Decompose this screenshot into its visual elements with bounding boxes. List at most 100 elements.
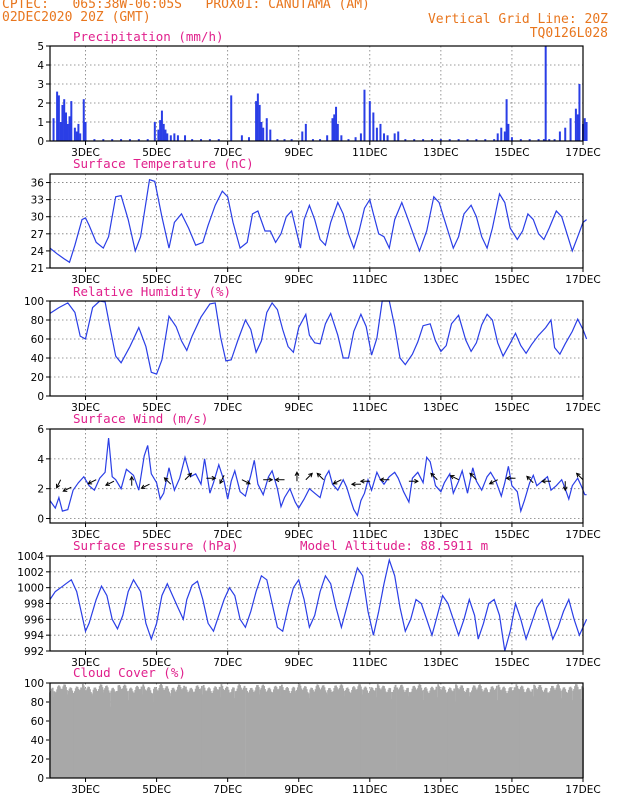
pressure-xtick-label: 5DEC <box>142 657 171 669</box>
precip-bar <box>240 135 243 141</box>
wind-vector <box>56 479 62 489</box>
wind-vector <box>141 483 150 489</box>
precip-bar <box>578 84 581 141</box>
cloud-xtick-label: 17DEC <box>565 784 600 796</box>
rh-ytick-label: 80 <box>31 315 44 327</box>
rh-ytick-label: 0 <box>37 391 44 403</box>
precip-bar <box>169 135 172 141</box>
precip-bar <box>52 118 55 141</box>
precip-bar <box>347 139 350 141</box>
wind-vector <box>526 475 534 484</box>
cloud-xtick-label: 11DEC <box>352 784 387 796</box>
precip-bar <box>383 133 386 141</box>
wind-vector <box>164 477 172 485</box>
wind-vector <box>105 480 115 486</box>
wind-vector-head <box>449 475 455 480</box>
precip-bar <box>57 95 60 141</box>
precip-bar <box>66 123 69 141</box>
precip-bar <box>505 99 508 141</box>
precip-bar <box>160 110 163 141</box>
wind-xtick-label: 5DEC <box>142 529 171 541</box>
wind-vector <box>305 473 313 481</box>
precip-bar <box>519 139 522 141</box>
pressure-ytick-label: 1004 <box>17 551 44 563</box>
rh-xtick-label: 3DEC <box>71 402 100 414</box>
header-line2-right: Vertical Grid Line: 20Z <box>427 12 608 27</box>
pressure-xtick-label: 15DEC <box>494 657 529 669</box>
precip-bar <box>77 123 80 141</box>
precip-bar <box>375 127 378 141</box>
wind-vector <box>576 473 584 481</box>
precip-bar <box>79 133 82 141</box>
pressure-ytick-label: 994 <box>24 630 44 642</box>
wind-vector-head <box>104 481 110 486</box>
precip-bar <box>200 139 203 141</box>
wind-xtick-label: 7DEC <box>213 529 242 541</box>
precip-bar <box>128 139 131 141</box>
temp-ytick-label: 36 <box>31 178 45 190</box>
precip-bar <box>510 137 513 141</box>
precip-ytick-label: 2 <box>37 98 44 110</box>
temp-ytick-label: 30 <box>31 212 44 224</box>
wind-vector-head <box>87 480 93 485</box>
wind-vector <box>87 479 97 485</box>
temp-ytick-label: 33 <box>31 195 44 207</box>
precip-bar <box>457 139 460 141</box>
precip-bar <box>336 123 339 141</box>
wind-xtick-label: 11DEC <box>352 529 387 541</box>
precip-bar <box>164 129 167 141</box>
precip-bar <box>256 93 259 141</box>
precip-bar <box>82 99 85 141</box>
precip-bar <box>269 129 272 141</box>
precip-bar <box>576 114 579 141</box>
precip-bar <box>184 135 187 141</box>
precip-bar <box>331 118 334 141</box>
precip-bar <box>466 139 469 141</box>
precip-bar <box>137 139 140 141</box>
precip-bar <box>503 131 506 141</box>
precip-xtick-label: 11DEC <box>352 147 387 159</box>
wind-vector <box>219 475 225 484</box>
rh-xtick-label: 15DEC <box>494 402 529 414</box>
precip-bar <box>311 139 314 141</box>
wind-vector <box>430 473 438 481</box>
precip-bar <box>176 135 179 141</box>
precip-bar <box>230 95 233 141</box>
precip-bar <box>173 133 176 141</box>
temp-xtick-label: 13DEC <box>423 274 458 286</box>
wind-xtick-label: 9DEC <box>284 529 313 541</box>
wind-vector-head <box>55 483 61 489</box>
precip-bar <box>340 135 343 141</box>
cloud-xtick-label: 13DEC <box>423 784 458 796</box>
cloud-xtick-label: 9DEC <box>284 784 313 796</box>
precip-bar <box>493 139 496 141</box>
cloud-ytick-label: 100 <box>24 678 44 690</box>
precip-bar <box>304 123 307 141</box>
precip-bar <box>258 104 261 141</box>
precip-ytick-label: 1 <box>37 117 44 129</box>
header-line1-left: CPTEC: 065:38W-06:05S PROX01: CANUTAMA (… <box>2 0 370 12</box>
rh-xtick-label: 9DEC <box>284 402 313 414</box>
precip-bar <box>548 139 551 141</box>
precip-bar <box>404 139 407 141</box>
cloud-ytick-label: 60 <box>31 716 44 728</box>
cloud-ytick-label: 80 <box>31 697 44 709</box>
temp-xtick-label: 5DEC <box>142 274 171 286</box>
precip-ytick-label: 4 <box>37 60 44 72</box>
wind-ytick-label: 0 <box>37 514 44 526</box>
precip-bar <box>208 139 211 141</box>
rh-frame <box>49 300 584 397</box>
precip-bar <box>157 129 160 141</box>
precip-bar <box>84 122 87 141</box>
precip-bar <box>354 137 357 141</box>
precip-xtick-label: 7DEC <box>213 147 242 159</box>
precip-bar <box>75 131 78 141</box>
rh-xtick-label: 5DEC <box>142 402 171 414</box>
precip-bar <box>276 139 279 141</box>
precip-bar <box>422 139 425 141</box>
wind-vector-head <box>562 486 568 492</box>
precip-bar <box>73 127 76 141</box>
precip-xtick-label: 5DEC <box>142 147 171 159</box>
precip-xtick-label: 3DEC <box>71 147 100 159</box>
precip-bar <box>162 123 165 141</box>
